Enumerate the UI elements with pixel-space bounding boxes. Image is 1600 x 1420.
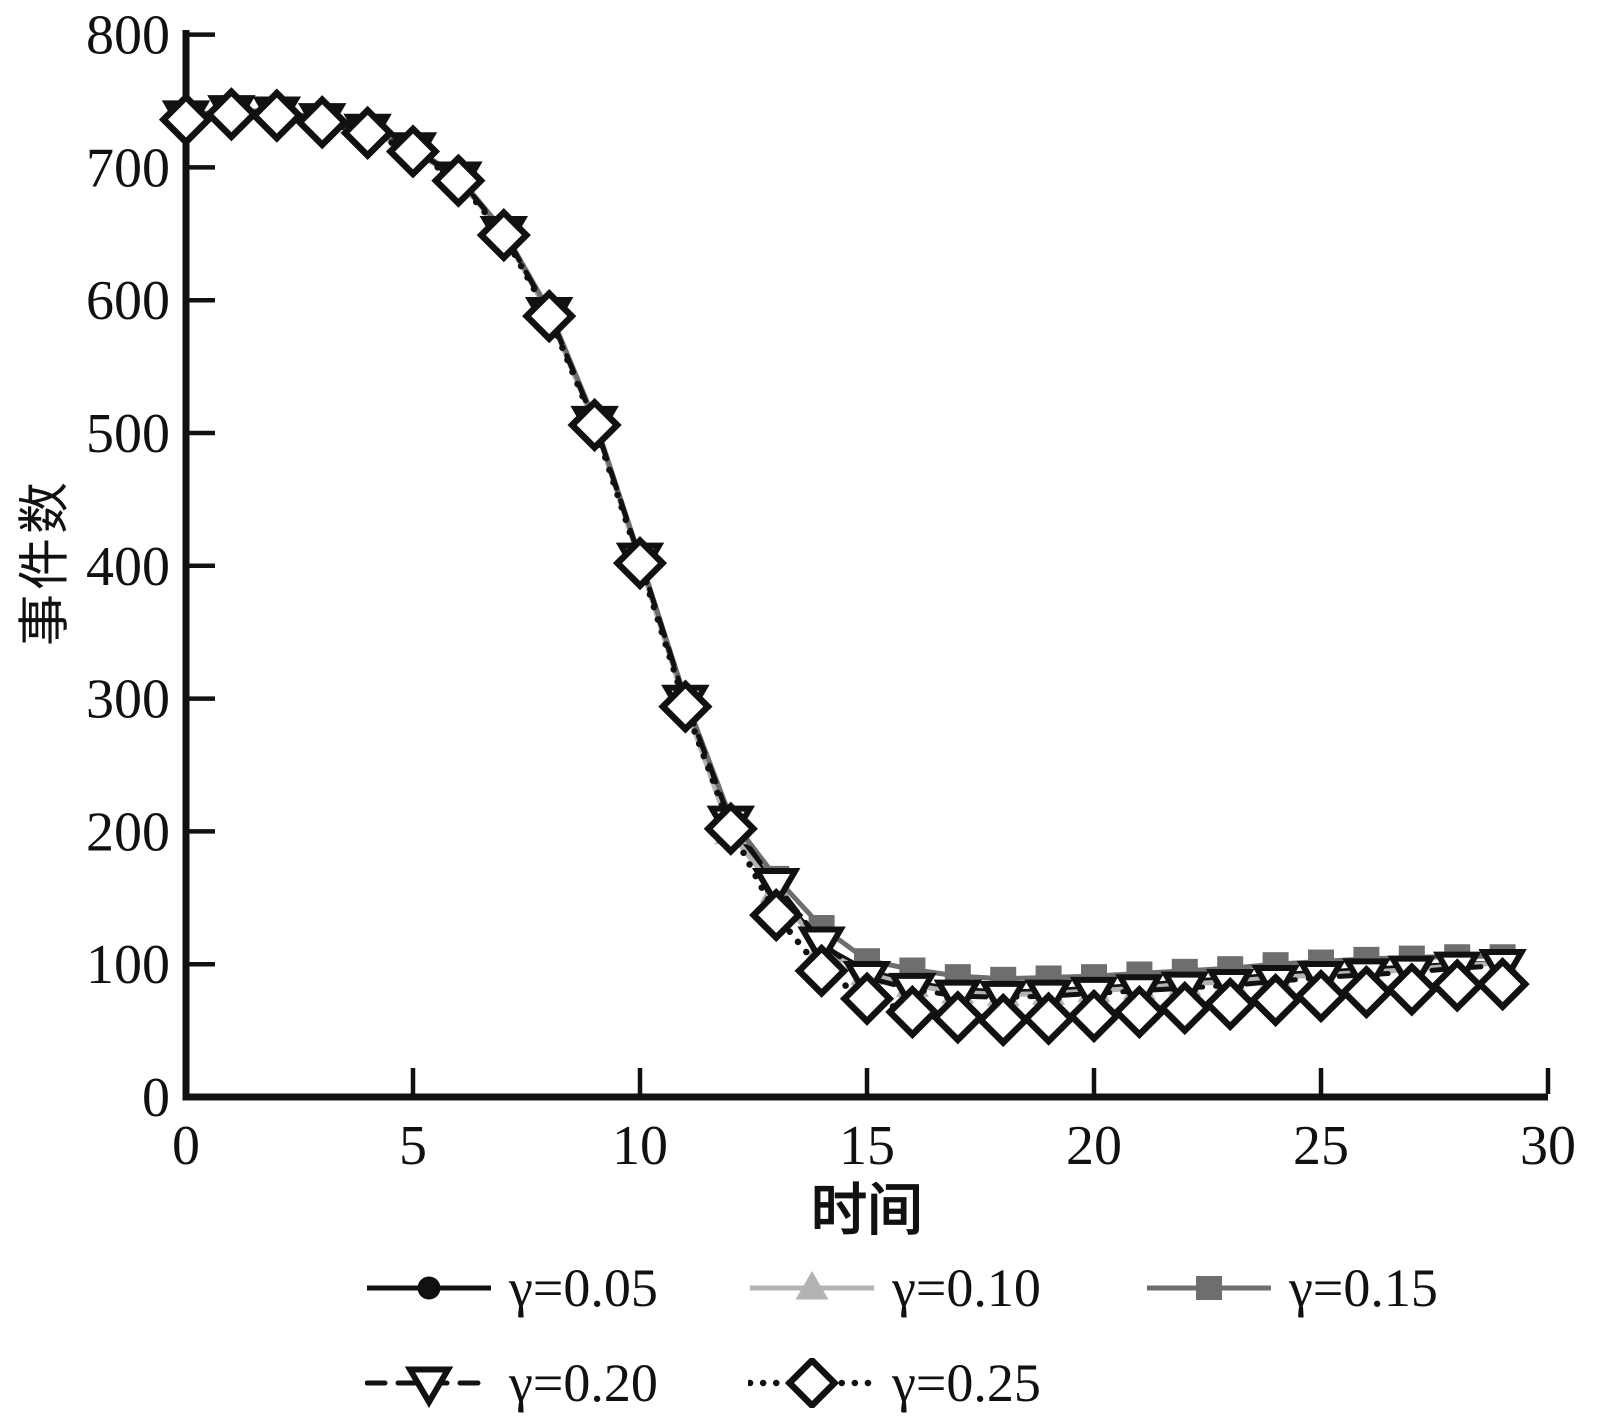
marker-4-26 xyxy=(1339,964,1394,1020)
marker-4-7 xyxy=(476,208,531,263)
line-chart: 0 100 200 300 400 500 600 700 800 0 5 10 15 20 25 30 xyxy=(86,5,1576,1175)
x-tick-label-20: 20 xyxy=(1066,1115,1122,1175)
marker-4-9 xyxy=(567,397,622,453)
series-markers-0 xyxy=(174,100,1515,1004)
marker-4-25 xyxy=(1293,968,1349,1024)
marker-4-10 xyxy=(612,536,668,591)
series-line-1 xyxy=(185,110,1503,998)
series-line-4 xyxy=(182,111,1506,1024)
series-markers-2 xyxy=(173,98,1516,991)
legend-marker xyxy=(795,1271,829,1300)
legend-swatch-gamma-0.20 xyxy=(365,1366,493,1408)
marker-4-19 xyxy=(1021,991,1076,1046)
legend-label-gamma-0.10: γ=0.10 xyxy=(892,1258,1041,1318)
series-markers-3 xyxy=(161,95,1527,1023)
legend-label-gamma-0.25: γ=0.25 xyxy=(892,1353,1041,1413)
legend-marker xyxy=(1196,1276,1222,1300)
legend-swatch-gamma-0.25 xyxy=(748,1358,876,1408)
legend-swatch-gamma-0.15 xyxy=(1147,1276,1271,1300)
legend-item-gamma-0.10: γ=0.10 xyxy=(748,1255,1041,1321)
x-tick-label-10: 10 xyxy=(612,1115,668,1175)
y-tick-label-300: 300 xyxy=(86,669,170,731)
marker-3-13 xyxy=(751,868,801,910)
marker-4-14 xyxy=(794,943,849,998)
y-tick-label-0: 0 xyxy=(142,1067,170,1129)
y-tick-label-700: 700 xyxy=(86,137,170,199)
marker-4-2 xyxy=(249,88,304,143)
legend-marker xyxy=(404,1366,454,1408)
marker-4-28 xyxy=(1430,958,1485,1013)
legend-swatch-gamma-0.05 xyxy=(367,1276,491,1300)
marker-4-20 xyxy=(1066,988,1122,1044)
marker-4-12 xyxy=(703,801,758,856)
x-tick-label-0: 0 xyxy=(172,1115,200,1175)
marker-4-21 xyxy=(1112,984,1167,1040)
legend-item-gamma-0.20: γ=0.20 xyxy=(365,1350,658,1416)
y-axis-title: 事件数 xyxy=(17,477,75,647)
legend-marker xyxy=(784,1358,840,1408)
marker-4-29 xyxy=(1475,957,1530,1012)
y-tick-label-400: 400 xyxy=(86,536,170,598)
legend-marker xyxy=(417,1276,441,1300)
marker-4-5 xyxy=(385,124,441,179)
y-tick-label-200: 200 xyxy=(86,801,170,863)
marker-4-24 xyxy=(1248,972,1303,1028)
legend-label-gamma-0.15: γ=0.15 xyxy=(1289,1258,1438,1318)
marker-4-18 xyxy=(976,992,1031,1048)
marker-4-1 xyxy=(204,87,259,142)
legend-item-gamma-0.25: γ=0.25 xyxy=(748,1350,1041,1416)
series-line-3 xyxy=(183,109,1506,1000)
marker-4-8 xyxy=(522,289,577,344)
marker-4-27 xyxy=(1384,962,1439,1017)
x-axis-title: 时间 xyxy=(811,1180,923,1243)
y-tick-label-600: 600 xyxy=(86,270,170,332)
series-line-2 xyxy=(185,107,1503,982)
marker-4-15 xyxy=(839,971,895,1026)
marker-4-11 xyxy=(658,679,713,734)
legend-item-gamma-0.15: γ=0.15 xyxy=(1145,1255,1438,1321)
legend-item-gamma-0.05: γ=0.05 xyxy=(365,1255,658,1321)
x-tick-label-25: 25 xyxy=(1293,1115,1349,1175)
marker-4-22 xyxy=(1157,980,1212,1036)
marker-4-23 xyxy=(1203,976,1258,1032)
legend-label-gamma-0.05: γ=0.05 xyxy=(509,1258,658,1318)
legend-swatch-gamma-0.10 xyxy=(750,1271,874,1300)
series-markers-4 xyxy=(158,87,1530,1048)
x-tick-label-15: 15 xyxy=(839,1115,895,1175)
series-line-0 xyxy=(185,109,1503,995)
y-tick-label-500: 500 xyxy=(86,403,170,465)
marker-4-4 xyxy=(340,105,395,160)
marker-4-17 xyxy=(930,990,985,1045)
x-tick-label-5: 5 xyxy=(399,1115,427,1175)
y-tick-label-100: 100 xyxy=(86,934,170,996)
marker-4-3 xyxy=(295,95,350,150)
series-markers-1 xyxy=(169,95,1520,1007)
marker-4-0 xyxy=(158,92,214,147)
y-tick-label-800: 800 xyxy=(86,5,170,67)
legend-label-gamma-0.20: γ=0.20 xyxy=(509,1353,658,1413)
marker-4-13 xyxy=(749,887,804,943)
x-tick-label-30: 30 xyxy=(1520,1115,1576,1175)
marker-4-6 xyxy=(431,153,486,208)
marker-4-16 xyxy=(885,984,940,1040)
